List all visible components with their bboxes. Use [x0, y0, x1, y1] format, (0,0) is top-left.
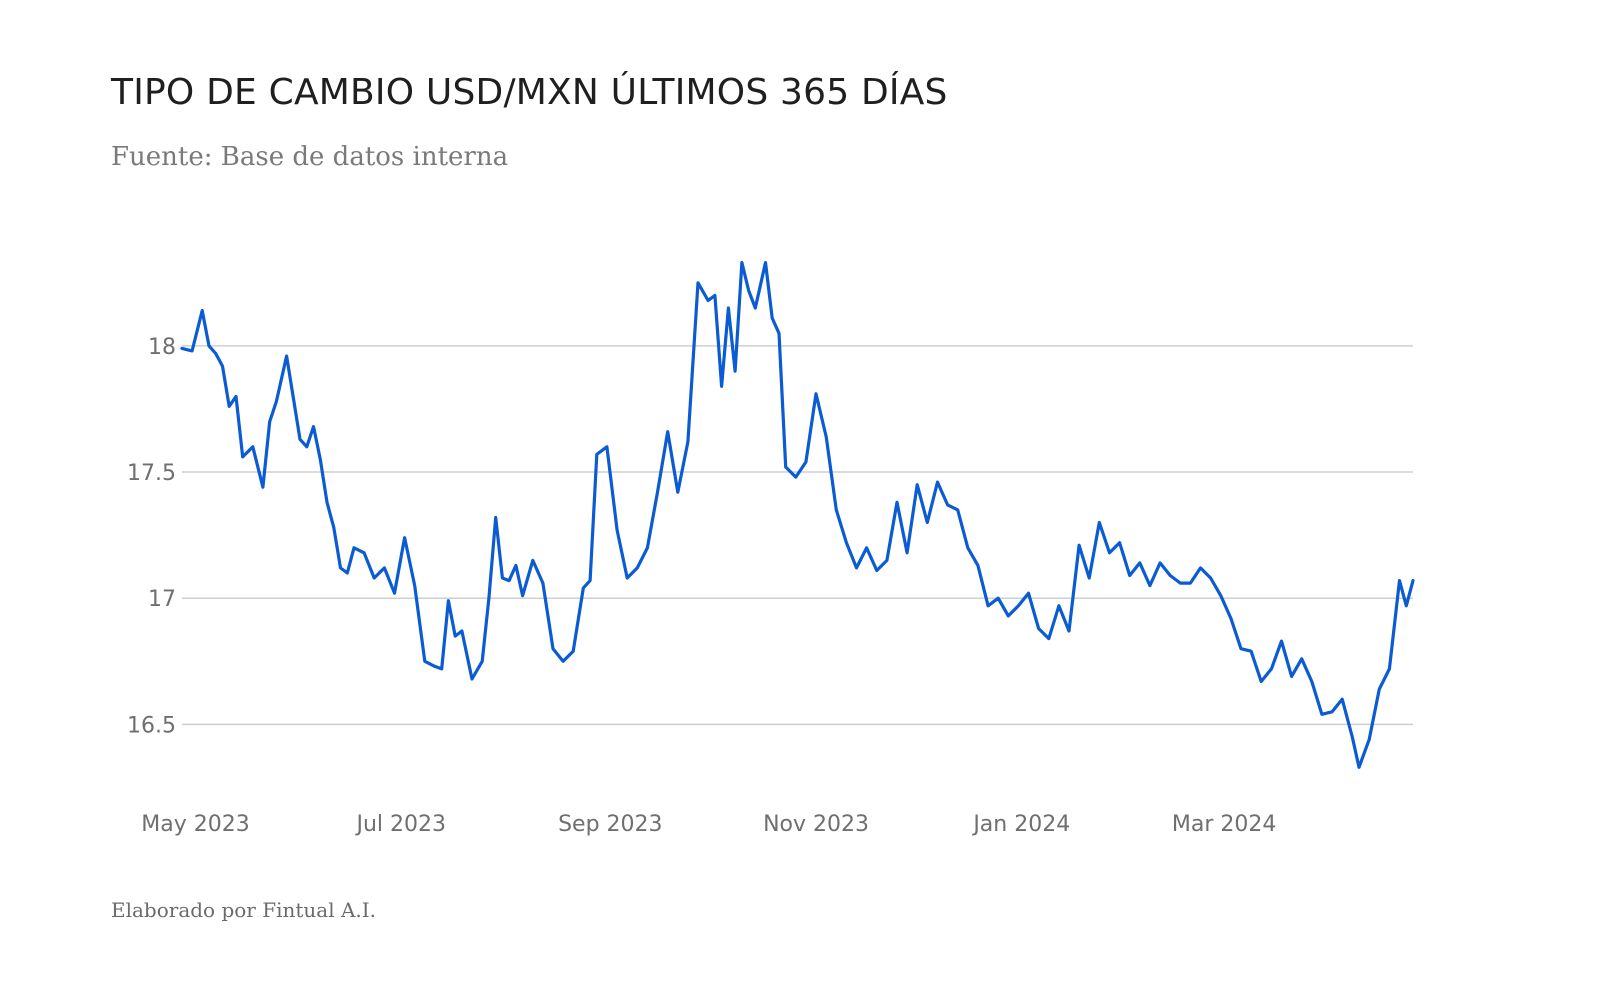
footer-credit: Elaborado por Fintual A.I. [111, 898, 377, 922]
y-tick-label: 16.5 [127, 713, 176, 738]
x-tick-label: Jul 2023 [354, 812, 446, 837]
x-tick-label: Jan 2024 [971, 812, 1070, 837]
series-group [180, 261, 1415, 769]
x-tick-label: May 2023 [141, 812, 249, 837]
y-tick-label: 18 [148, 335, 176, 360]
series-line [180, 261, 1415, 769]
chart-subtitle: Fuente: Base de datos interna [111, 142, 509, 172]
y-tick-label: 17.5 [127, 461, 176, 486]
chart-title: TIPO DE CAMBIO USD/MXN ÚLTIMOS 365 DÍAS [111, 72, 948, 113]
x-axis-ticks: May 2023 Jul 2023 Sep 2023 Nov 2023 Jan 2024… [141, 812, 1276, 837]
y-tick-label: 17 [148, 587, 176, 612]
x-tick-label: Sep 2023 [558, 812, 662, 837]
x-tick-label: Mar 2024 [1172, 812, 1277, 837]
gridlines [182, 345, 1413, 726]
y-axis-ticks: 16.5 17 17.5 18 [127, 335, 176, 739]
x-tick-label: Nov 2023 [763, 812, 869, 837]
